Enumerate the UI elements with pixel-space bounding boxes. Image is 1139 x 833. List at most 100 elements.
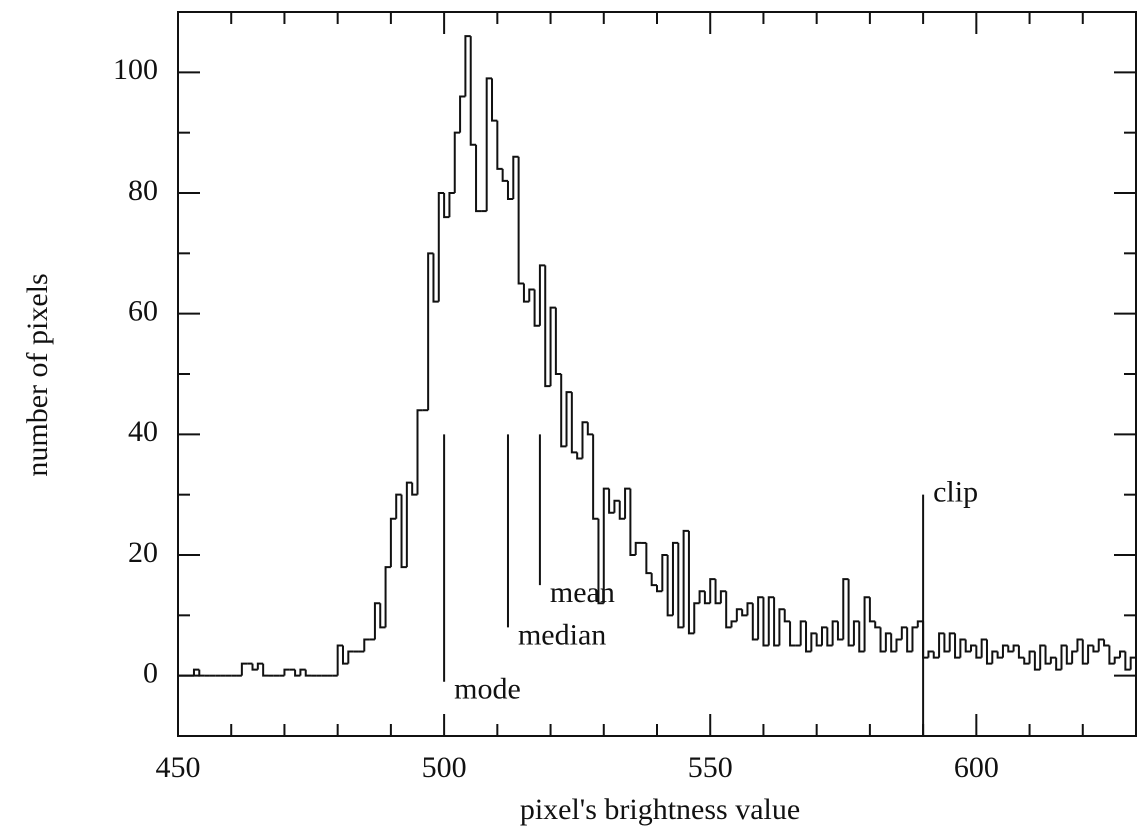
plot-frame xyxy=(177,11,1137,737)
histogram-step xyxy=(618,500,626,520)
histogram-step xyxy=(1124,651,1131,671)
histogram-step xyxy=(826,627,833,647)
histogram-step xyxy=(911,626,918,652)
histogram-step xyxy=(522,283,530,303)
histogram-step xyxy=(576,452,583,460)
histogram-step xyxy=(1113,656,1121,664)
histogram-step xyxy=(890,633,897,653)
annotation-label: mode xyxy=(454,673,521,706)
histogram-step xyxy=(549,306,556,387)
histogram-step xyxy=(485,77,493,212)
histogram-step xyxy=(820,626,828,646)
histogram-step xyxy=(746,602,753,616)
histogram-step xyxy=(964,639,972,653)
histogram-step xyxy=(1049,656,1057,664)
x-tick-label: 550 xyxy=(688,751,733,784)
histogram-step xyxy=(868,597,876,623)
histogram-step xyxy=(464,35,471,97)
histogram-step xyxy=(581,421,588,459)
histogram-step xyxy=(304,669,312,677)
histogram-step xyxy=(687,530,695,635)
x-tick-label: 450 xyxy=(156,751,201,784)
histogram-step xyxy=(874,621,881,629)
histogram-step xyxy=(719,590,727,604)
histogram-step xyxy=(554,307,562,375)
y-tick-label: 20 xyxy=(128,536,158,569)
histogram-step xyxy=(703,591,711,605)
histogram-step xyxy=(970,644,977,652)
histogram-step xyxy=(805,621,812,653)
histogram-step xyxy=(411,482,418,496)
histogram-step xyxy=(677,542,684,629)
x-tick-label: 600 xyxy=(954,751,999,784)
histogram-step xyxy=(1071,650,1078,664)
y-axis-label: number of pixels xyxy=(21,273,54,476)
histogram-step xyxy=(1092,645,1099,653)
histogram-step xyxy=(1012,644,1019,652)
histogram-step xyxy=(751,603,759,641)
x-axis-label: pixel's brightness value xyxy=(520,793,800,826)
histogram-step xyxy=(469,36,477,146)
annotation-label: mean xyxy=(550,576,615,609)
histogram-step xyxy=(884,632,892,652)
histogram-step xyxy=(560,374,567,448)
histogram-step xyxy=(613,499,620,513)
histogram-step xyxy=(533,289,540,327)
histogram-step xyxy=(1103,639,1110,647)
histogram-step xyxy=(693,602,700,634)
histogram-step xyxy=(443,193,450,219)
histogram-step xyxy=(491,78,498,122)
histogram-step xyxy=(932,651,940,659)
histogram-step xyxy=(991,650,998,664)
histogram-step xyxy=(714,579,721,605)
histogram-step xyxy=(1060,644,1067,670)
histogram-step xyxy=(1081,639,1089,665)
histogram-step xyxy=(916,620,924,628)
histogram-step xyxy=(1055,657,1062,671)
histogram-step xyxy=(427,252,434,411)
histogram-step xyxy=(996,651,1003,659)
histogram-step xyxy=(954,633,961,659)
y-tick-label: 60 xyxy=(128,295,158,328)
histogram-step xyxy=(927,650,934,658)
histogram-step xyxy=(379,603,386,629)
histogram-step xyxy=(336,644,343,676)
histogram-step xyxy=(1033,651,1041,671)
histogram-step xyxy=(512,155,519,200)
histogram-step xyxy=(730,620,737,628)
histogram-step xyxy=(347,650,354,664)
histogram-step xyxy=(661,554,668,592)
histogram-step xyxy=(645,542,652,575)
histogram-step xyxy=(836,621,844,641)
histogram-step xyxy=(538,264,546,326)
histogram-step xyxy=(448,192,455,218)
histogram-step xyxy=(741,609,748,617)
histogram-step xyxy=(762,597,769,647)
histogram-step xyxy=(1108,645,1115,665)
histogram-step xyxy=(906,627,913,653)
histogram-step xyxy=(506,180,514,201)
histogram-step xyxy=(650,573,657,587)
histogram-step xyxy=(985,639,993,665)
histogram-step xyxy=(980,638,987,658)
histogram-step xyxy=(799,620,807,646)
histogram-step xyxy=(1039,644,1046,670)
histogram-step xyxy=(608,488,615,514)
histogram-step xyxy=(656,585,663,593)
histogram-step xyxy=(757,596,764,640)
y-tick-label: 100 xyxy=(113,53,158,86)
histogram-step xyxy=(1129,656,1136,670)
histogram-step xyxy=(852,620,860,646)
histogram-step xyxy=(283,668,290,676)
histogram-step xyxy=(1023,657,1030,665)
histogram-step xyxy=(432,253,439,303)
histogram-step xyxy=(778,608,785,646)
histogram-step xyxy=(544,265,551,388)
histogram-step xyxy=(847,579,854,647)
histogram-step xyxy=(709,578,716,604)
y-tick-label: 0 xyxy=(143,657,158,690)
histogram-step xyxy=(341,645,349,665)
histogram-step xyxy=(943,633,950,653)
annotation-label: clip xyxy=(933,476,978,509)
